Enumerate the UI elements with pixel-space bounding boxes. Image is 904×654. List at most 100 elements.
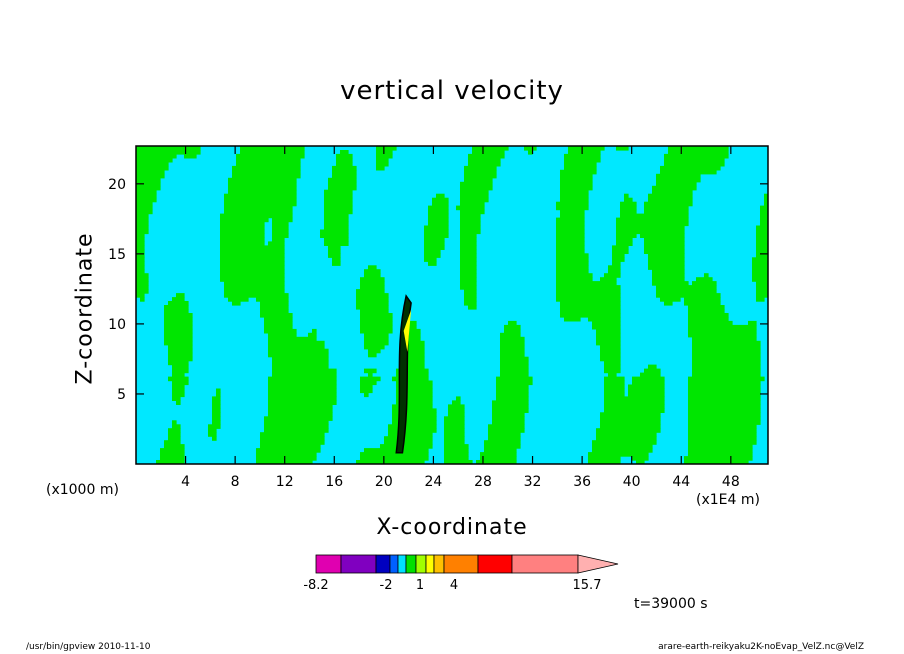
updraft-region — [172, 396, 181, 401]
updraft-region — [480, 456, 517, 461]
updraft-region — [600, 344, 621, 350]
updraft-region — [264, 424, 329, 429]
updraft-region — [212, 412, 221, 417]
x-tick-label: 44 — [672, 474, 690, 490]
colorbar-swatch — [433, 554, 445, 574]
updraft-region — [600, 348, 621, 354]
updraft-region — [596, 340, 621, 346]
updraft-region — [332, 257, 341, 262]
updraft-region — [756, 289, 768, 294]
updraft-region — [360, 313, 393, 318]
updraft-region — [168, 352, 193, 358]
updraft-region — [172, 392, 185, 398]
updraft-region — [588, 456, 621, 461]
updraft-region — [756, 253, 768, 258]
updraft-region — [268, 241, 285, 246]
updraft-region — [428, 205, 449, 211]
updraft-region — [588, 316, 621, 322]
updraft-region — [220, 213, 293, 219]
updraft-region — [600, 277, 617, 282]
updraft-region — [328, 253, 341, 258]
updraft-region — [404, 348, 425, 354]
updraft-region — [328, 177, 357, 183]
updraft-region — [600, 424, 661, 429]
updraft-region — [684, 301, 721, 306]
updraft-region — [396, 388, 433, 394]
updraft-region — [136, 257, 145, 262]
updraft-region — [692, 340, 761, 346]
updraft-region — [564, 153, 601, 159]
updraft-region — [560, 313, 621, 318]
updraft-region — [324, 213, 349, 219]
updraft-region — [136, 150, 201, 155]
updraft-region — [376, 146, 397, 151]
updraft-region — [168, 301, 189, 306]
updraft-region — [136, 157, 173, 163]
updraft-region — [612, 257, 625, 262]
updraft-region — [256, 456, 317, 461]
updraft-region — [264, 416, 333, 421]
updraft-region — [488, 424, 525, 429]
updraft-region — [396, 396, 433, 401]
updraft-region — [460, 265, 477, 270]
updraft-region — [424, 233, 449, 238]
updraft-region — [268, 336, 317, 342]
updraft-region — [312, 328, 317, 334]
updraft-region — [556, 233, 585, 238]
updraft-region — [500, 364, 529, 370]
updraft-region — [212, 436, 217, 441]
updraft-region — [396, 392, 433, 398]
updraft-region — [688, 436, 757, 441]
updraft-region — [644, 368, 661, 374]
updraft-region — [752, 265, 768, 270]
updraft-region — [596, 328, 621, 334]
updraft-region — [488, 436, 521, 441]
updraft-region — [236, 161, 301, 167]
updraft-region — [228, 177, 297, 183]
updraft-region — [640, 233, 685, 238]
updraft-region — [136, 277, 149, 282]
updraft-region — [664, 153, 729, 159]
updraft-region — [560, 169, 597, 175]
updraft-region — [268, 348, 329, 354]
updraft-region — [356, 289, 385, 294]
updraft-region — [404, 328, 421, 334]
updraft-region — [560, 181, 593, 187]
updraft-region — [688, 309, 725, 314]
x-tick-label: 8 — [231, 474, 240, 490]
updraft-region — [460, 237, 477, 242]
updraft-region — [220, 245, 285, 250]
updraft-region — [688, 452, 753, 457]
updraft-region — [752, 273, 768, 278]
updraft-region — [460, 181, 493, 187]
updraft-region — [220, 253, 285, 258]
updraft-region — [688, 412, 761, 417]
updraft-region — [460, 253, 477, 258]
updraft-region — [692, 372, 761, 378]
updraft-region — [136, 245, 145, 250]
updraft-region — [404, 336, 421, 342]
updraft-region — [320, 233, 349, 238]
updraft-region — [212, 396, 221, 401]
updraft-region — [232, 169, 301, 175]
updraft-region — [564, 157, 601, 163]
updraft-region — [756, 297, 765, 302]
updraft-region — [560, 309, 621, 314]
updraft-region — [176, 293, 185, 298]
updraft-region — [460, 241, 477, 246]
updraft-region — [652, 277, 685, 282]
updraft-region — [624, 193, 629, 199]
updraft-region — [564, 161, 597, 167]
updraft-region — [136, 189, 157, 195]
colorbar-label: 1 — [416, 578, 424, 593]
updraft-region — [604, 273, 621, 278]
updraft-region — [556, 273, 593, 278]
updraft-region — [228, 185, 297, 191]
time-label: t=39000 s — [634, 596, 708, 612]
updraft-region — [688, 388, 761, 394]
updraft-region — [444, 436, 465, 441]
updraft-region — [444, 416, 465, 421]
updraft-region — [168, 344, 193, 350]
updraft-region — [268, 380, 337, 386]
